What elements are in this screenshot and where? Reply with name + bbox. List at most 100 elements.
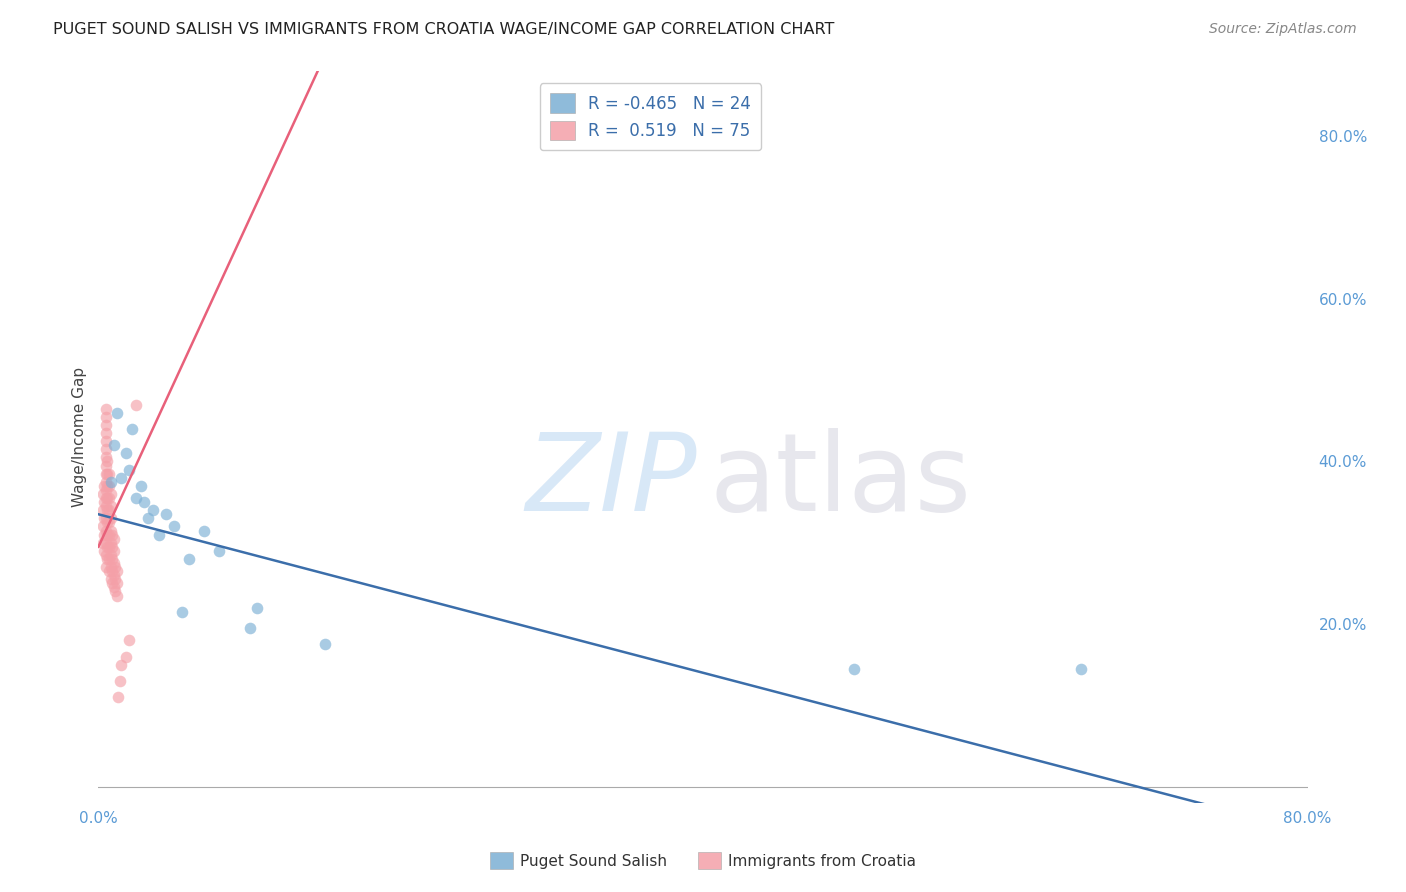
Point xyxy=(94,401,117,416)
Point xyxy=(100,560,122,574)
Point xyxy=(118,462,141,476)
Point xyxy=(94,409,117,424)
Point xyxy=(98,467,121,481)
Point xyxy=(100,524,122,538)
Point xyxy=(96,454,118,468)
Point xyxy=(94,491,117,505)
Point xyxy=(114,446,136,460)
Point xyxy=(155,508,177,522)
Point xyxy=(94,560,117,574)
Point xyxy=(105,564,128,578)
Point xyxy=(94,458,117,473)
Point xyxy=(170,605,193,619)
Legend: Puget Sound Salish, Immigrants from Croatia: Puget Sound Salish, Immigrants from Croa… xyxy=(484,846,922,875)
Point xyxy=(94,442,117,457)
Point xyxy=(98,491,121,505)
Point xyxy=(100,499,122,513)
Point xyxy=(96,467,118,481)
Point xyxy=(246,600,269,615)
Point xyxy=(94,450,117,465)
Point xyxy=(110,657,132,672)
Point xyxy=(100,535,122,549)
Point xyxy=(96,503,118,517)
Point xyxy=(96,516,118,530)
Point xyxy=(132,495,155,509)
Point xyxy=(314,637,336,651)
Point xyxy=(101,564,124,578)
Y-axis label: Wage/Income Gap: Wage/Income Gap xyxy=(72,367,87,508)
Point xyxy=(108,673,131,688)
Text: atlas: atlas xyxy=(709,428,972,534)
Point xyxy=(93,527,115,541)
Point xyxy=(208,544,231,558)
Point xyxy=(103,556,125,570)
Point xyxy=(94,548,117,562)
Point xyxy=(193,524,215,538)
Point xyxy=(91,503,114,517)
Point xyxy=(129,479,152,493)
Point xyxy=(103,532,125,546)
Point xyxy=(125,491,148,505)
Point xyxy=(105,576,128,591)
Legend: R = -0.465   N = 24, R =  0.519   N = 75: R = -0.465 N = 24, R = 0.519 N = 75 xyxy=(540,83,761,150)
Point xyxy=(100,487,122,501)
Point xyxy=(101,540,124,554)
Point xyxy=(93,511,115,525)
Point xyxy=(100,511,122,525)
Point xyxy=(103,544,125,558)
Point xyxy=(136,511,159,525)
Point xyxy=(91,519,114,533)
Point xyxy=(96,552,118,566)
Point xyxy=(94,434,117,449)
Point xyxy=(94,524,117,538)
Point xyxy=(104,560,127,574)
Point xyxy=(101,576,124,591)
Text: PUGET SOUND SALISH VS IMMIGRANTS FROM CROATIA WAGE/INCOME GAP CORRELATION CHART: PUGET SOUND SALISH VS IMMIGRANTS FROM CR… xyxy=(53,22,835,37)
Point xyxy=(94,417,117,432)
Point xyxy=(100,548,122,562)
Point xyxy=(1070,662,1092,676)
Point xyxy=(100,475,122,489)
Point xyxy=(93,544,115,558)
Point xyxy=(125,398,148,412)
Point xyxy=(105,406,128,420)
Point xyxy=(93,479,115,493)
Point xyxy=(104,584,127,599)
Text: Source: ZipAtlas.com: Source: ZipAtlas.com xyxy=(1209,22,1357,37)
Point xyxy=(110,471,132,485)
Point xyxy=(118,633,141,648)
Point xyxy=(104,572,127,586)
Point xyxy=(98,479,121,493)
Point xyxy=(94,499,117,513)
Point xyxy=(96,527,118,541)
Point xyxy=(121,422,143,436)
Point xyxy=(103,438,125,452)
Point xyxy=(94,475,117,489)
Point xyxy=(101,527,124,541)
Point xyxy=(179,552,201,566)
Point xyxy=(98,516,121,530)
Point xyxy=(844,662,866,676)
Point xyxy=(98,503,121,517)
Point xyxy=(94,467,117,481)
Point xyxy=(94,511,117,525)
Point xyxy=(100,572,122,586)
Point xyxy=(103,568,125,582)
Point xyxy=(98,552,121,566)
Point xyxy=(91,487,114,501)
Point xyxy=(105,589,128,603)
Point xyxy=(103,581,125,595)
Point xyxy=(101,552,124,566)
Point xyxy=(96,540,118,554)
Point xyxy=(98,564,121,578)
Point xyxy=(107,690,129,705)
Text: ZIP: ZIP xyxy=(526,428,697,533)
Point xyxy=(142,503,165,517)
Point xyxy=(239,621,262,635)
Point xyxy=(163,519,186,533)
Point xyxy=(148,527,170,541)
Point xyxy=(93,495,115,509)
Point xyxy=(96,491,118,505)
Point xyxy=(91,535,114,549)
Point xyxy=(96,479,118,493)
